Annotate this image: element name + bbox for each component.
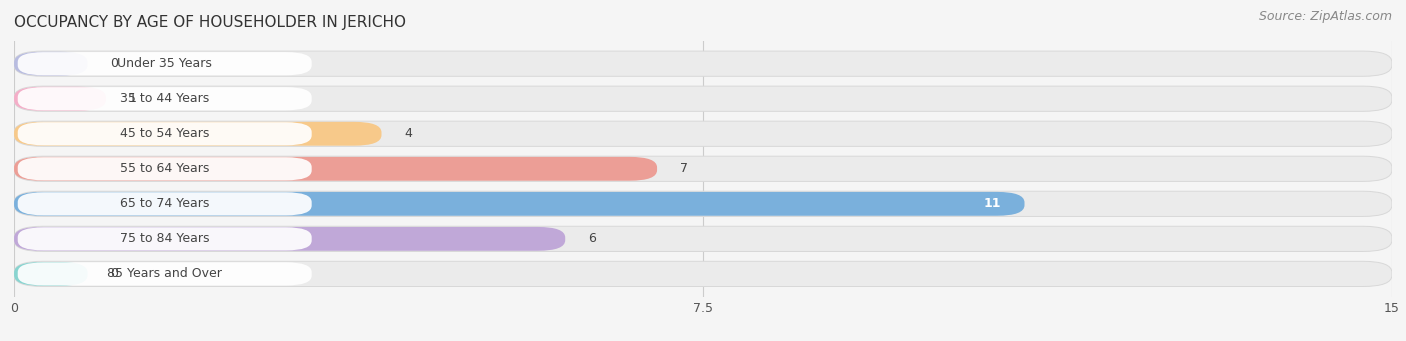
Text: 75 to 84 Years: 75 to 84 Years — [120, 232, 209, 246]
Text: Source: ZipAtlas.com: Source: ZipAtlas.com — [1258, 10, 1392, 23]
Text: 85 Years and Over: 85 Years and Over — [107, 267, 222, 280]
Text: 55 to 64 Years: 55 to 64 Years — [120, 162, 209, 175]
FancyBboxPatch shape — [14, 261, 1392, 286]
Text: 11: 11 — [984, 197, 1001, 210]
Text: 1: 1 — [129, 92, 136, 105]
FancyBboxPatch shape — [14, 122, 381, 146]
FancyBboxPatch shape — [14, 52, 87, 76]
FancyBboxPatch shape — [14, 51, 1392, 76]
FancyBboxPatch shape — [14, 226, 1392, 251]
Text: 65 to 74 Years: 65 to 74 Years — [120, 197, 209, 210]
Text: 35 to 44 Years: 35 to 44 Years — [120, 92, 209, 105]
FancyBboxPatch shape — [18, 87, 312, 110]
FancyBboxPatch shape — [14, 87, 105, 110]
Text: 6: 6 — [588, 232, 596, 246]
FancyBboxPatch shape — [18, 52, 312, 75]
FancyBboxPatch shape — [14, 227, 565, 251]
FancyBboxPatch shape — [14, 262, 87, 286]
Text: Under 35 Years: Under 35 Years — [117, 57, 212, 70]
FancyBboxPatch shape — [18, 122, 312, 145]
FancyBboxPatch shape — [18, 157, 312, 180]
Text: 0: 0 — [111, 267, 118, 280]
Text: 45 to 54 Years: 45 to 54 Years — [120, 127, 209, 140]
FancyBboxPatch shape — [14, 156, 1392, 181]
FancyBboxPatch shape — [18, 192, 312, 216]
Text: 4: 4 — [405, 127, 412, 140]
FancyBboxPatch shape — [14, 121, 1392, 146]
FancyBboxPatch shape — [14, 192, 1025, 216]
FancyBboxPatch shape — [14, 86, 1392, 112]
FancyBboxPatch shape — [18, 262, 312, 285]
Text: OCCUPANCY BY AGE OF HOUSEHOLDER IN JERICHO: OCCUPANCY BY AGE OF HOUSEHOLDER IN JERIC… — [14, 15, 406, 30]
Text: 0: 0 — [111, 57, 118, 70]
FancyBboxPatch shape — [18, 227, 312, 250]
Text: 7: 7 — [681, 162, 688, 175]
FancyBboxPatch shape — [14, 157, 657, 181]
FancyBboxPatch shape — [14, 191, 1392, 217]
